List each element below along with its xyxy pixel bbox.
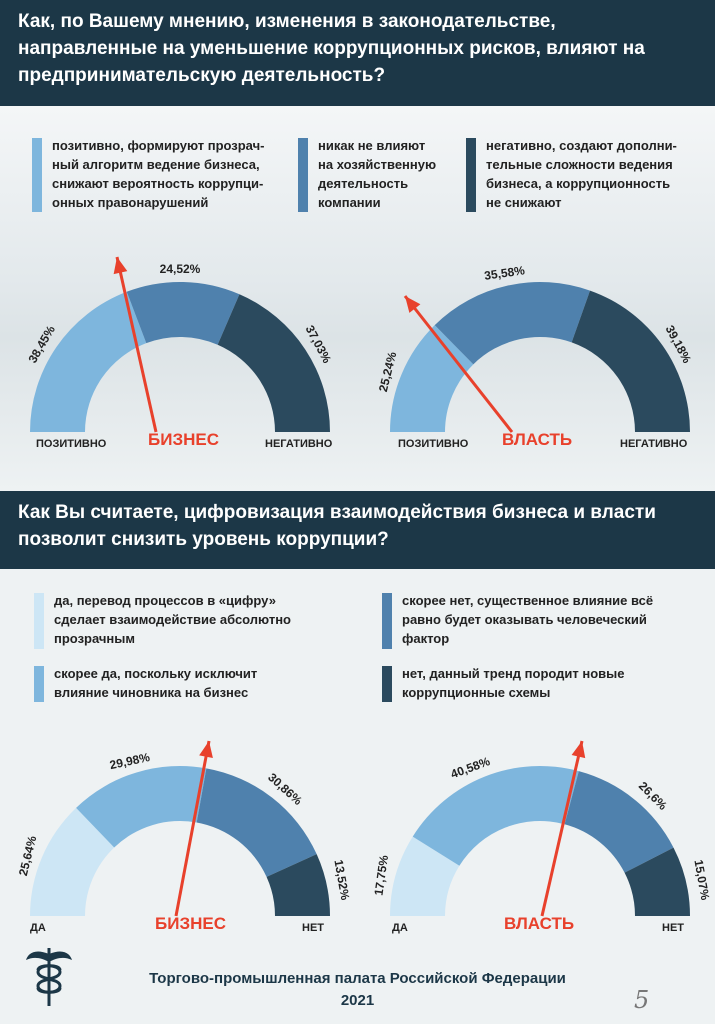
gauge-2-segment-3 — [571, 290, 690, 432]
legend-item-rather-yes: скорее да, поскольку исключит влияние чи… — [34, 664, 334, 704]
gauge-3-value-label-2: 29,98% — [108, 750, 151, 772]
gauge-2-needle-arrowhead — [405, 296, 421, 313]
legend-swatch — [34, 593, 44, 649]
legend-swatch — [34, 666, 44, 702]
gauge-1-right-label: НЕГАТИВНО — [265, 438, 333, 450]
page-number: 5 — [634, 986, 650, 1014]
gauge-4-right-label: НЕТ — [662, 922, 684, 934]
question-banner-1: Как, по Вашему мнению, изменения в закон… — [0, 0, 715, 106]
legend-text: никак не влияют на хозяйственную деятель… — [318, 138, 437, 210]
caduceus-logo-icon — [26, 948, 72, 1006]
gauge-4-needle — [540, 740, 584, 917]
question-2: Как Вы считаете, цифровизация взаимодейс… — [18, 502, 656, 550]
legend-item-neutral: никак не влияют на хозяйственную деятель… — [298, 136, 438, 216]
gauge-2-right-label: НЕГАТИВНО — [620, 438, 688, 450]
gauge-4-segment-1 — [390, 836, 460, 916]
gauge-3-needle — [174, 740, 211, 917]
question-1: Как, по Вашему мнению, изменения в закон… — [18, 11, 645, 86]
gauge-3-right-label: НЕТ — [302, 922, 324, 934]
legend-text: скорее нет, существенное влияние всё рав… — [402, 593, 654, 646]
gauge-2-title: ВЛАСТЬ — [502, 430, 573, 449]
gauge-3-value-label-4: 13,52% — [331, 859, 352, 902]
gauge-4-value-label-1: 17,75% — [372, 854, 392, 897]
gauge-1-needle-arrowhead — [113, 257, 128, 275]
legend-text: негативно, создают дополни- тельные слож… — [486, 138, 677, 210]
legend-swatch — [32, 138, 42, 212]
question-banner-2: Как Вы считаете, цифровизация взаимодейс… — [0, 491, 715, 569]
legend-swatch — [382, 593, 392, 649]
legend-item-no: нет, данный тренд породит новые коррупци… — [382, 664, 702, 704]
gauge-1-segment-1 — [30, 291, 147, 432]
gauge-4-segment-4 — [624, 847, 690, 916]
gauge-1-value-label-2: 24,52% — [160, 262, 201, 276]
gauge-3-segment-2 — [76, 766, 207, 848]
legend-swatch — [382, 666, 392, 702]
gauge-3-value-label-1: 25,64% — [16, 834, 40, 877]
gauge-2-segment-2 — [434, 282, 591, 365]
gauge-4-title: ВЛАСТЬ — [504, 914, 575, 933]
gauge-3-needle-arrowhead — [199, 741, 213, 759]
gauge-3-title: БИЗНЕС — [155, 914, 226, 933]
gauge-2-segment-1 — [390, 325, 474, 432]
legend-item-positive: позитивно, формируют прозрач- ный алгори… — [32, 136, 277, 216]
gauge-1-segment-2 — [126, 282, 240, 345]
footer-year: 2021 — [340, 992, 375, 1009]
gauge-3-segment-3 — [196, 768, 317, 877]
legend-swatch — [298, 138, 308, 212]
gauge-3-left-label: ДА — [30, 922, 46, 934]
gauge-1-left-label: ПОЗИТИВНО — [36, 438, 107, 450]
gauge-4-needle-arrowhead — [571, 741, 586, 759]
gauge-2-value-label-1: 25,24% — [376, 350, 400, 393]
footer-org: Торгово-промышленная палата Российской Ф… — [149, 970, 566, 987]
gauge-1-needle — [115, 256, 158, 433]
gauge-1-segment-3 — [217, 294, 330, 432]
legend-text: да, перевод процессов в «цифру» сделает … — [54, 593, 291, 646]
gauge-2-needle — [403, 295, 514, 433]
gauge-3-segment-4 — [266, 854, 330, 916]
gauge-3-segment-1 — [30, 807, 115, 916]
legend-text: скорее да, поскольку исключит влияние чи… — [54, 666, 258, 700]
legend-item-negative: негативно, создают дополни- тельные слож… — [466, 136, 706, 216]
legend-swatch — [466, 138, 476, 212]
gauge-1-title: БИЗНЕС — [148, 430, 219, 449]
gauge-2-left-label: ПОЗИТИВНО — [398, 438, 469, 450]
legend-text: позитивно, формируют прозрач- ный алгори… — [52, 138, 265, 210]
gauge-4-segment-3 — [564, 771, 674, 873]
gauge-4-segment-2 — [412, 766, 579, 866]
legend-item-rather-no: скорее нет, существенное влияние всё рав… — [382, 591, 702, 651]
legend-text: нет, данный тренд породит новые коррупци… — [402, 666, 625, 700]
gauge-4-left-label: ДА — [392, 922, 408, 934]
gauge-4-value-label-4: 15,07% — [691, 859, 712, 902]
legend-item-yes: да, перевод процессов в «цифру» сделает … — [34, 591, 334, 651]
gauge-2-value-label-2: 35,58% — [483, 263, 526, 283]
